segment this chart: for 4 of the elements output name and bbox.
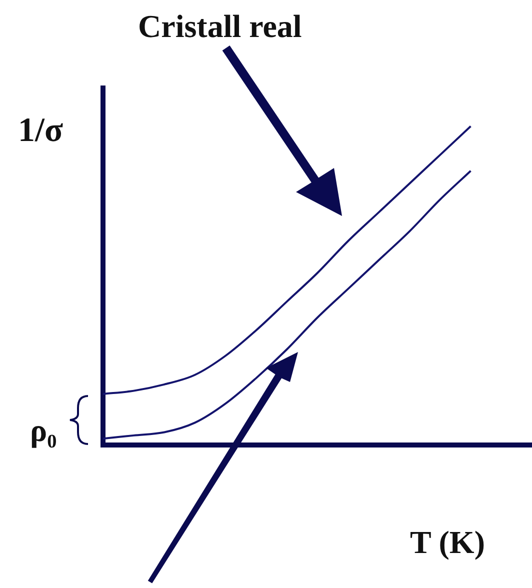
- text: Cristall real: [138, 8, 302, 45]
- x-axis-title: T (K): [410, 524, 485, 561]
- y-axis-title: 1/σ: [18, 112, 63, 150]
- text: ρ₀: [30, 412, 57, 449]
